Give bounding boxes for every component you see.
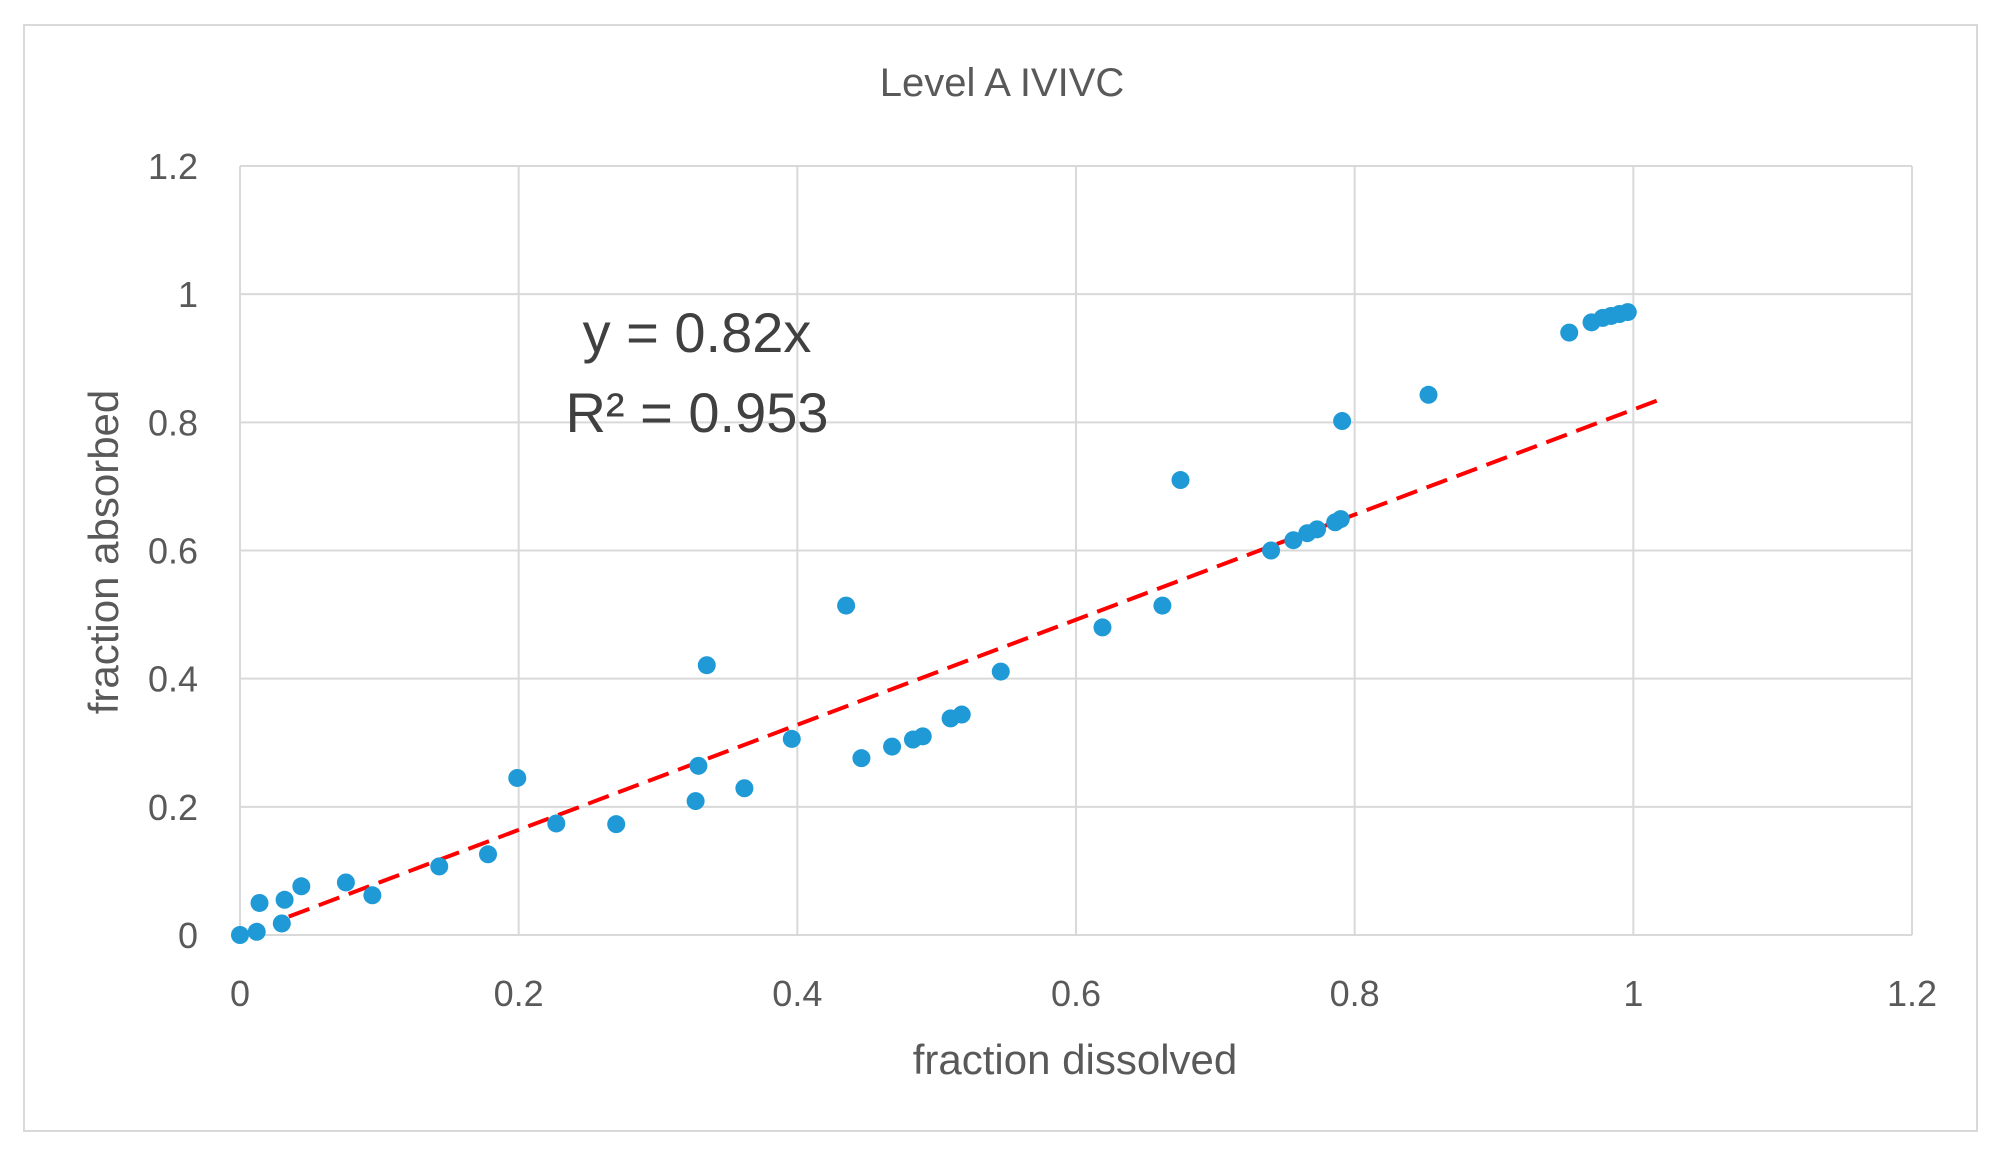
data-point: [1333, 412, 1352, 431]
data-point: [363, 886, 382, 905]
data-point: [607, 815, 626, 834]
data-point: [231, 926, 249, 944]
trendline-equation: y = 0.82x: [583, 301, 812, 364]
data-point: [952, 705, 971, 724]
chart-title: Level A IVIVC: [880, 61, 1125, 105]
data-point: [430, 857, 449, 876]
y-tick-label: 0: [178, 915, 198, 956]
data-point: [250, 893, 269, 912]
x-axis-ticks: 0 0.2 0.4 0.6 0.8 1 1.2: [230, 973, 1937, 1014]
data-point: [697, 656, 716, 675]
x-axis-title: fraction dissolved: [913, 1036, 1238, 1083]
chart-frame: [23, 24, 1978, 1132]
data-point: [1560, 323, 1579, 342]
x-tick-label: 0.4: [772, 973, 822, 1014]
x-tick-label: 0.8: [1330, 973, 1380, 1014]
x-tick-label: 0: [230, 973, 250, 1014]
data-point: [508, 768, 527, 787]
gridlines: [239, 165, 1913, 936]
data-point: [479, 845, 498, 864]
x-tick-label: 1: [1623, 973, 1643, 1014]
data-point: [1093, 618, 1112, 637]
data-point: [272, 914, 291, 933]
data-point: [1331, 510, 1350, 529]
trendline-group: [288, 397, 1662, 919]
data-point: [782, 729, 801, 748]
x-tick-label: 1.2: [1887, 973, 1937, 1014]
x-tick-label: 0.6: [1051, 973, 1101, 1014]
y-axis-title: fraction absorbed: [80, 390, 127, 715]
data-point: [686, 792, 705, 811]
trendline: [288, 397, 1662, 919]
data-point: [1618, 303, 1637, 322]
data-point: [1153, 596, 1172, 615]
data-point: [883, 737, 902, 756]
r-squared-label: R² = 0.953: [565, 381, 828, 444]
data-point: [913, 727, 932, 746]
data-point: [735, 779, 754, 798]
data-point: [275, 890, 294, 909]
data-point: [547, 814, 566, 833]
y-tick-label: 1: [178, 274, 198, 315]
data-point: [247, 922, 266, 941]
y-tick-label: 1.2: [148, 146, 198, 187]
y-tick-label: 0.4: [148, 659, 198, 700]
data-point: [1262, 541, 1281, 560]
data-point: [1419, 385, 1438, 404]
data-point: [1171, 471, 1190, 490]
data-points: [231, 303, 1637, 944]
data-point: [1284, 531, 1303, 550]
data-point: [336, 873, 355, 892]
data-point: [852, 749, 871, 768]
y-axis-ticks: 0 0.2 0.4 0.6 0.8 1 1.2: [148, 146, 198, 956]
y-tick-label: 0.2: [148, 787, 198, 828]
data-point: [1308, 520, 1327, 539]
data-point: [991, 662, 1010, 681]
y-tick-label: 0.6: [148, 531, 198, 572]
data-point: [837, 596, 856, 615]
data-point: [292, 877, 311, 896]
y-tick-label: 0.8: [148, 402, 198, 443]
data-point: [689, 756, 708, 775]
x-tick-label: 0.2: [494, 973, 544, 1014]
